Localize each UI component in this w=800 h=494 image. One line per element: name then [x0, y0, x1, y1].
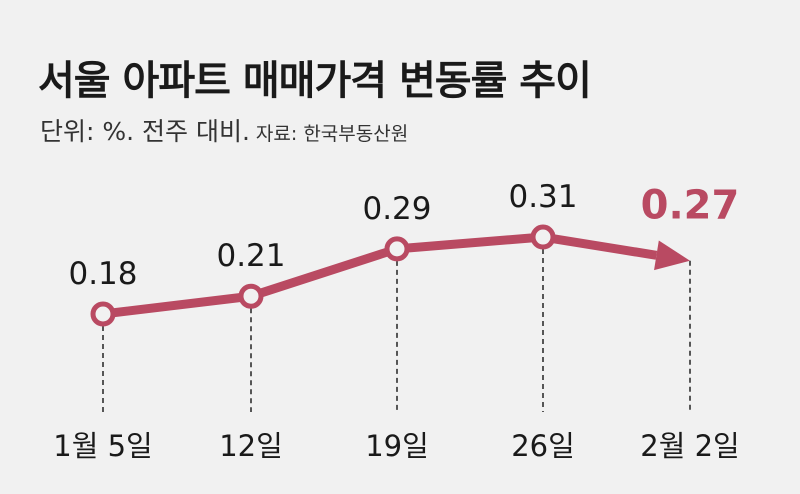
x-tick-label: 1월 5일 — [53, 429, 152, 463]
data-label: 0.18 — [68, 256, 137, 292]
unit-note: 단위: %. 전주 대비. — [40, 117, 250, 146]
chart-subtitle: 단위: %. 전주 대비. 자료: 한국부동산원 — [40, 112, 408, 148]
chart-title: 서울 아파트 매매가격 변동률 추이 — [38, 58, 592, 104]
x-tick-label: 19일 — [365, 429, 429, 463]
arrow-head — [654, 240, 690, 271]
x-tick-label: 26일 — [511, 429, 575, 463]
data-point — [90, 301, 116, 327]
data-label: 0.21 — [216, 238, 285, 274]
source-note: 자료: 한국부동산원 — [255, 123, 409, 145]
data-label: 0.27 — [641, 183, 740, 229]
data-point — [530, 224, 556, 250]
data-point — [238, 283, 264, 309]
data-point — [384, 236, 410, 262]
series-line — [102, 232, 658, 319]
x-tick-label: 12일 — [219, 429, 283, 463]
data-label: 0.31 — [508, 179, 577, 215]
data-label: 0.29 — [362, 191, 431, 227]
x-tick-label: 2월 2일 — [640, 429, 739, 463]
